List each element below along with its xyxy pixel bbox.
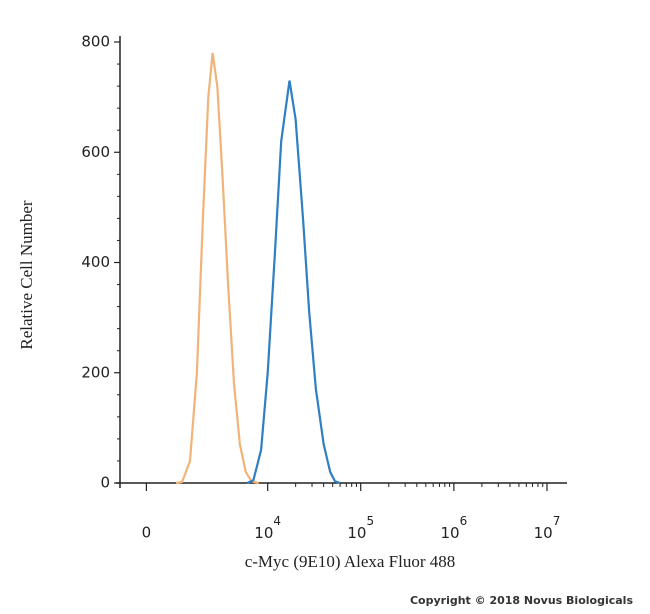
x-tick-label: 104 bbox=[254, 514, 281, 542]
x-tick-exponent: 4 bbox=[273, 514, 281, 528]
y-tick-label: 400 bbox=[81, 253, 110, 271]
x-tick-base: 10 bbox=[347, 524, 366, 542]
y-tick-label: 800 bbox=[81, 33, 110, 51]
x-tick-base: 10 bbox=[254, 524, 273, 542]
x-tick-base: 10 bbox=[534, 524, 553, 542]
x-tick-label: 107 bbox=[534, 514, 561, 542]
x-tick-base: 10 bbox=[440, 524, 459, 542]
y-tick-label: 0 bbox=[100, 474, 110, 492]
x-axis-label: c-Myc (9E10) Alexa Fluor 488 bbox=[245, 552, 456, 571]
x-tick-label: 106 bbox=[440, 514, 467, 542]
x-tick-exponent: 6 bbox=[460, 514, 468, 528]
x-tick-label: 105 bbox=[347, 514, 374, 542]
x-tick-label: 0 bbox=[142, 524, 152, 542]
x-tick-exponent: 5 bbox=[366, 514, 374, 528]
x-tick-exponent: 7 bbox=[553, 514, 561, 528]
y-tick-label: 600 bbox=[81, 143, 110, 161]
y-tick-label: 200 bbox=[81, 363, 110, 381]
copyright: Copyright © 2018 Novus Biologicals bbox=[410, 594, 633, 607]
histogram-line bbox=[175, 52, 259, 485]
y-axis-label: Relative Cell Number bbox=[17, 200, 36, 350]
histogram-line bbox=[246, 80, 341, 485]
